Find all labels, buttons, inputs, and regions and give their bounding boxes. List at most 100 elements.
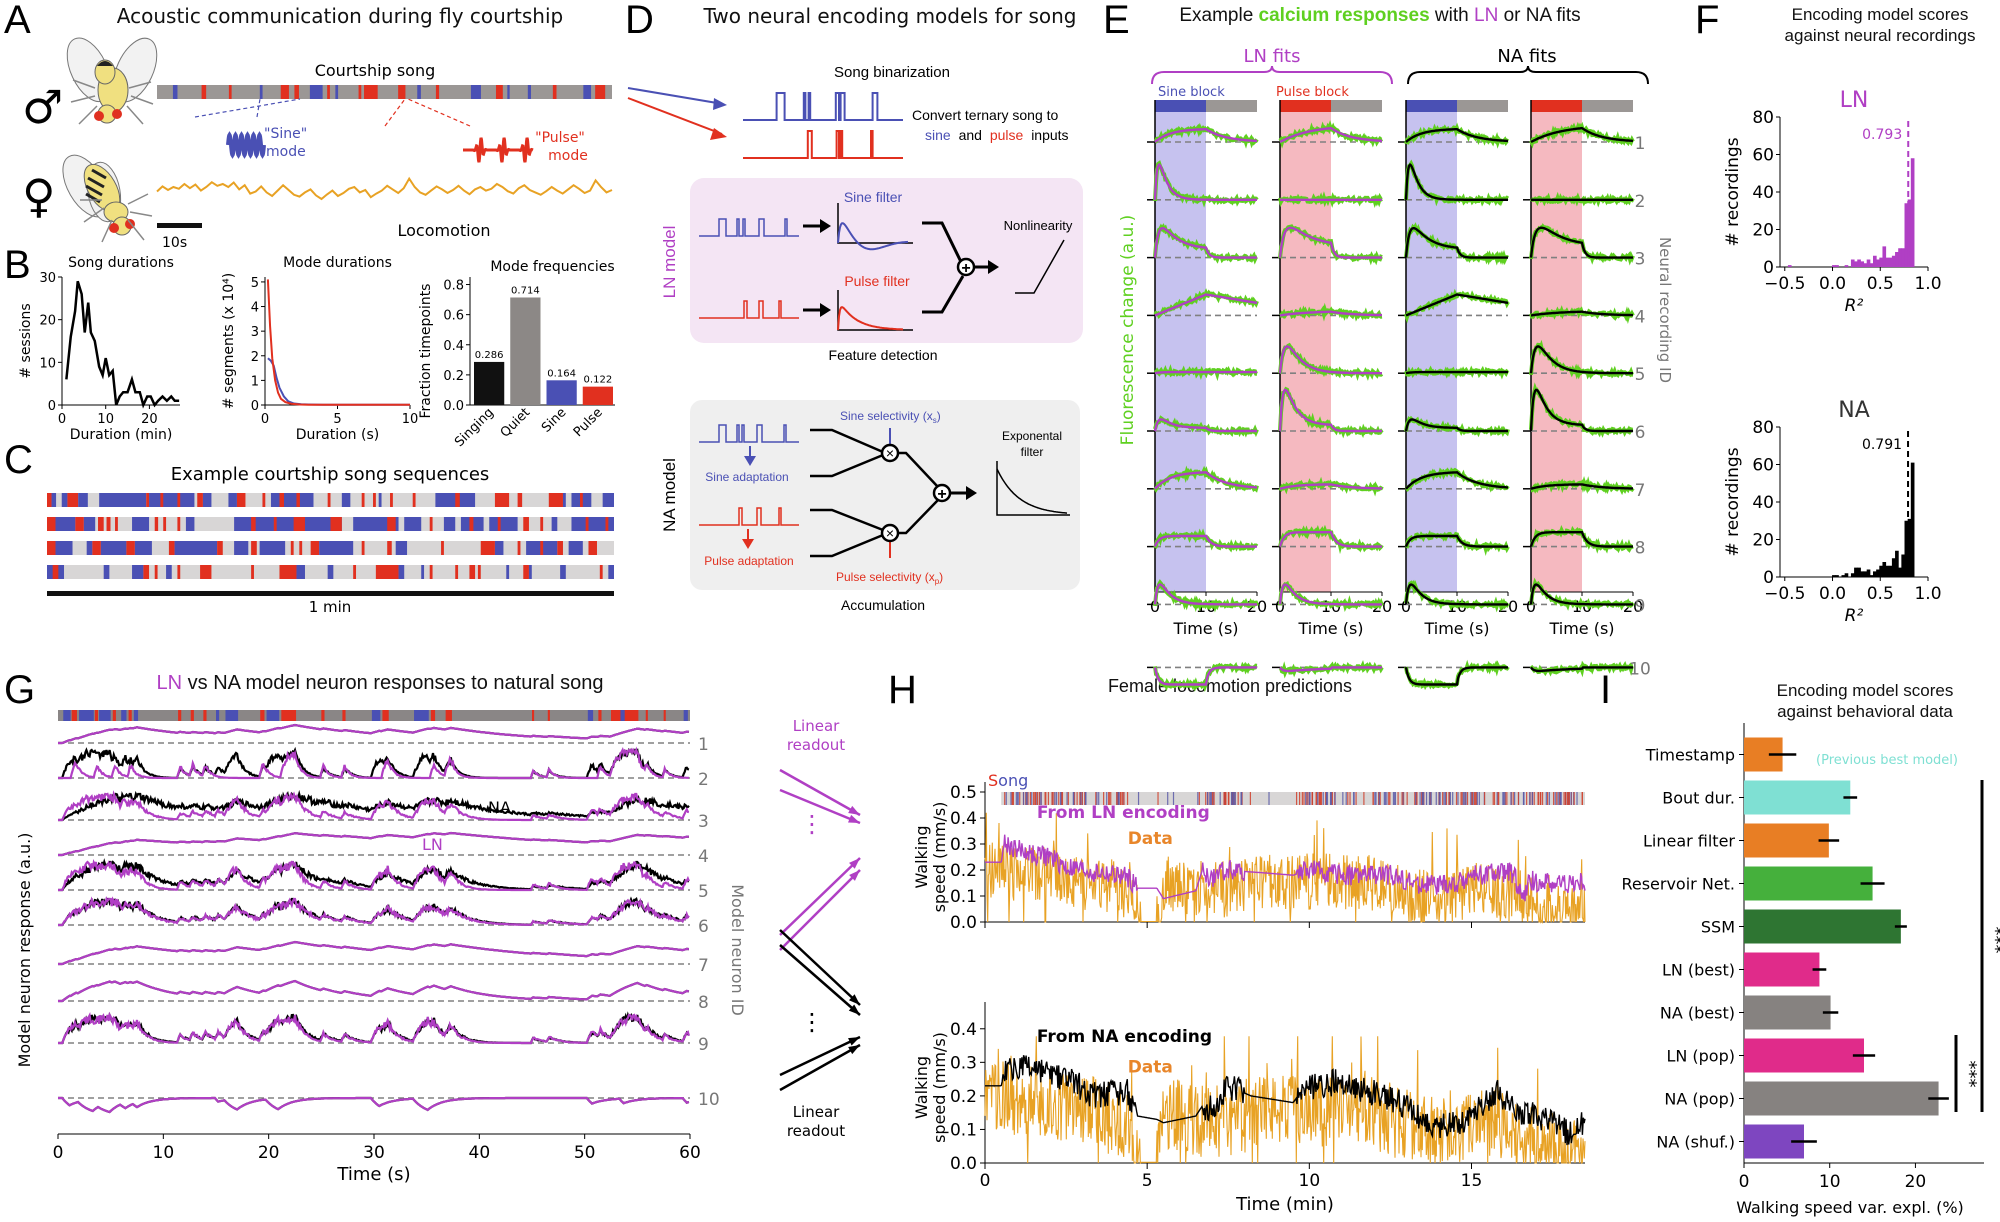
connector: [810, 508, 884, 532]
y-tick-label: 5: [251, 276, 259, 291]
category-label: Bout dur.: [1662, 789, 1735, 808]
song-segment-sine: [583, 85, 592, 99]
histogram-bar: [1891, 558, 1896, 577]
panel-g-title: LN vs NA model neuron responses to natur…: [120, 672, 640, 695]
histogram-bar: [1895, 550, 1899, 577]
song-event: [1325, 792, 1328, 805]
histogram-bar: [1898, 567, 1902, 577]
x-axis-label: Time (s): [1297, 619, 1363, 638]
y-axis-label: Walking: [912, 825, 931, 888]
song-segment-sine: [99, 710, 111, 721]
calcium-data-trace: [1278, 524, 1384, 555]
arrowhead-icon: [744, 456, 756, 466]
ln-model-trace: [58, 896, 690, 927]
song-event: [1309, 792, 1311, 805]
arrowhead-icon: [988, 260, 999, 274]
na-model-trace: [58, 831, 690, 857]
y-tick-label: 2: [251, 350, 259, 365]
paren: ): [939, 570, 943, 584]
song-segment-sine: [378, 493, 382, 507]
y-tick-label: 0.0: [950, 913, 977, 933]
song-segment-pulse: [154, 565, 158, 579]
song-segment-pulse: [540, 517, 544, 531]
x-axis-label: Time (s): [336, 1164, 410, 1185]
x-tick-label: 0.5: [1867, 584, 1894, 604]
na-model-diagram: × × +: [699, 424, 1070, 558]
y-tick-label: 0.3: [950, 835, 977, 855]
song-event: [1406, 792, 1408, 805]
histogram-bar: [1876, 259, 1880, 267]
na-fit-trace: [1404, 666, 1508, 686]
song-event: [1027, 792, 1029, 805]
song-event: [1345, 792, 1347, 805]
panel-label-f: F: [1695, 0, 1720, 42]
song-segment-pulse: [605, 517, 609, 531]
y-axis-label: Fluorescence change (a.u.): [1118, 215, 1138, 446]
song-event: [1054, 792, 1056, 805]
song-segment-sine: [398, 565, 405, 579]
song-event: [1197, 792, 1199, 805]
x-tick-label: 30: [363, 1143, 385, 1163]
song-event: [1439, 792, 1441, 805]
song-event: [1230, 792, 1233, 805]
song-segment-pulse: [588, 541, 597, 555]
song-segment-pulse: [480, 541, 495, 555]
song-event: [1548, 792, 1550, 805]
song-event: [1347, 792, 1349, 805]
x-axis-label: Time (s): [1172, 619, 1238, 638]
song-segment-pulse: [494, 493, 510, 507]
song-event: [1512, 792, 1514, 805]
ln-hist-title: LN: [1840, 88, 1869, 113]
song-event: [1559, 792, 1561, 805]
category-label: LN (best): [1662, 961, 1735, 980]
song-event: [1157, 792, 1159, 805]
song-segment-pulse: [177, 517, 181, 531]
song-event: [1476, 792, 1478, 805]
song-segment-pulse: [469, 517, 474, 531]
subscript: s: [933, 416, 937, 425]
histogram-bar: [1854, 567, 1858, 577]
ln-fit-trace: [1154, 471, 1257, 490]
title-line: against behavioral data: [1777, 702, 1953, 721]
song-segment-pulse: [177, 493, 181, 507]
x-tick-label: 0: [1739, 1172, 1750, 1192]
bar-value-label: 0.122: [584, 375, 613, 386]
song-segment-pulse: [645, 710, 648, 721]
y-tick-label: 1: [251, 374, 259, 389]
na-model-trace: [58, 979, 690, 1003]
song-event: [1076, 792, 1078, 805]
bar-ln-best-: [1744, 952, 1820, 987]
title-text: or NA fits: [1498, 5, 1581, 26]
song-event: [1517, 792, 1520, 805]
song-event: [1419, 792, 1421, 805]
right-axis-label: Model neuron ID: [728, 884, 747, 1016]
readout-arrow: [779, 788, 861, 825]
connector: [810, 428, 884, 454]
song-segment-pulse: [611, 710, 639, 721]
song-segment-pulse: [299, 541, 303, 555]
song-segment-sine: [421, 565, 425, 579]
bar-value-label: 0.714: [511, 285, 540, 296]
pulse-zoom-line: [407, 98, 471, 127]
song-event: [1537, 792, 1539, 805]
song-event: [1539, 792, 1542, 805]
histogram-bar: [1882, 246, 1887, 267]
ln-model-trace: [58, 940, 690, 966]
song-event: [1061, 792, 1063, 805]
title-text: vs NA model neuron responses to natural …: [182, 672, 604, 694]
x-tick-label: 0: [58, 412, 66, 427]
song-segment-pulse: [585, 517, 589, 531]
histogram-bar: [1857, 259, 1861, 267]
song-event: [1422, 792, 1425, 805]
x-axis-label: Walking speed var. expl. (%): [1736, 1198, 1964, 1217]
pulse-input-trace: [699, 507, 799, 526]
song-segment-pulse: [595, 85, 606, 99]
song-event: [1331, 792, 1333, 805]
sine-word: sine: [925, 127, 951, 143]
song-event: [1126, 792, 1129, 805]
female-symbol: ♀: [22, 169, 56, 223]
song-segment-sine: [395, 541, 408, 555]
median-label: 0.791: [1862, 437, 1902, 453]
